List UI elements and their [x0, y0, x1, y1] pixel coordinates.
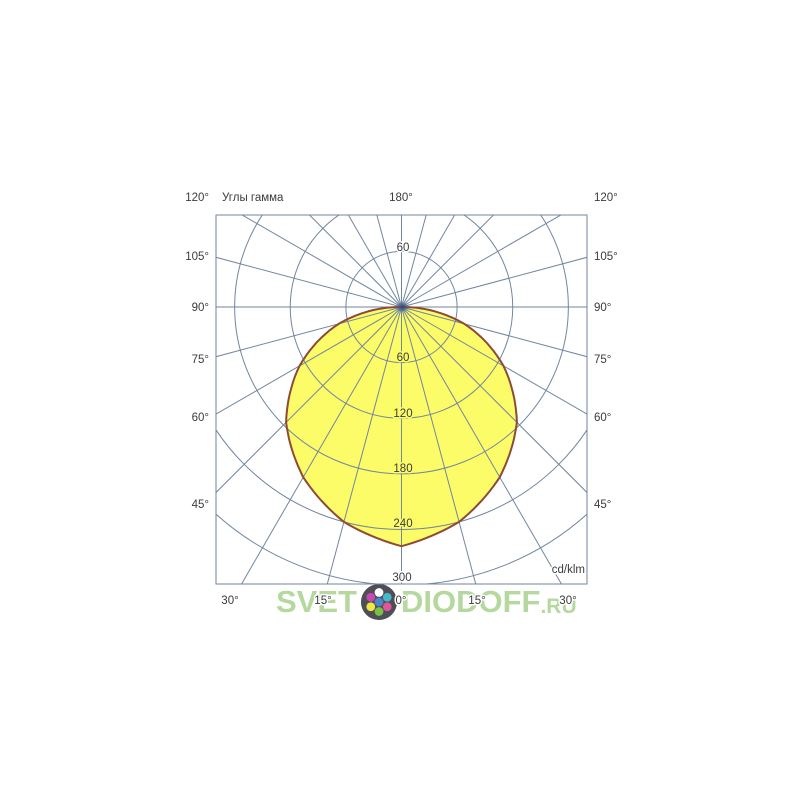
ring-label-60: 60 [397, 352, 410, 364]
ring-label-60-above: 60 [397, 242, 410, 254]
svetodiodoff-logo-icon [360, 583, 398, 621]
grid-radial-line [347, 215, 402, 308]
grid-radial-line [216, 306, 402, 358]
grid-radial-line [216, 256, 402, 308]
grid-ring [345, 250, 458, 364]
grid-radial-line [401, 306, 587, 358]
angle-label-right-60: 60° [594, 412, 611, 424]
watermark-text-part2: DIODOFF [400, 584, 541, 619]
logo-dot [366, 602, 376, 612]
watermark: SVET DIODOFF .RU [276, 580, 577, 624]
grid-ring [234, 215, 569, 475]
angle-label-top: 180° [389, 192, 413, 204]
angle-label-right-90: 90° [594, 302, 611, 314]
intensity-curve [285, 306, 518, 548]
grid-radial-line [401, 215, 495, 308]
logo-dot [382, 592, 392, 602]
angle-label-bottom-30R: 30° [559, 595, 576, 607]
angle-label-right-45: 45° [594, 499, 611, 511]
angle-label-left-105: 105° [185, 251, 209, 263]
grid-radial-line [401, 306, 587, 415]
angle-label-bottom-30L: 30° [221, 595, 238, 607]
plot-border [215, 214, 588, 585]
origin-marker-core [399, 305, 406, 309]
logo-center-dot [374, 597, 384, 607]
chart-title: Углы гамма [222, 192, 284, 204]
grid-radial-line [216, 306, 402, 415]
angle-label-top-left: 120° [185, 192, 209, 204]
watermark-text-tld: .RU [540, 594, 577, 618]
angle-label-left-60: 60° [192, 412, 209, 424]
grid-radial-line [401, 256, 587, 308]
ring-label-300: 300 [392, 572, 411, 584]
angle-label-right-105: 105° [594, 251, 618, 263]
grid-radial-line [326, 306, 402, 584]
angle-label-left-75: 75° [192, 354, 209, 366]
angle-label-bottom-15R: 15° [468, 595, 485, 607]
grid-radial-line [401, 215, 562, 308]
angle-label-bottom-15L: 15° [314, 595, 331, 607]
grid-radial-line [216, 306, 402, 494]
unit-label: cd/klm [552, 564, 585, 576]
grid-radial-line [308, 215, 402, 308]
logo-dot [374, 607, 384, 616]
angle-label-top-right: 120° [594, 192, 618, 204]
angle-label-left-90: 90° [192, 302, 209, 314]
angle-label-left-45: 45° [192, 499, 209, 511]
logo-dot [374, 588, 384, 597]
logo-dot [382, 602, 392, 612]
grid-radial-line [241, 215, 402, 308]
logo-dot [366, 592, 376, 602]
grid-radial-line [401, 306, 587, 494]
grid-radial-line [401, 306, 563, 584]
grid-radial-line [401, 306, 477, 584]
angle-label-right-75: 75° [594, 354, 611, 366]
grid-ring [289, 215, 514, 419]
grid-radial-line [401, 215, 456, 308]
grid-ring [216, 428, 587, 530]
grid-radial-line [240, 306, 402, 584]
ring-label-240: 240 [393, 518, 412, 530]
watermark-text-part1: SVET [276, 584, 357, 619]
ring-label-120: 120 [393, 408, 412, 420]
ring-label-180: 180 [393, 463, 412, 475]
angle-label-bottom-0: 0° [396, 595, 407, 607]
